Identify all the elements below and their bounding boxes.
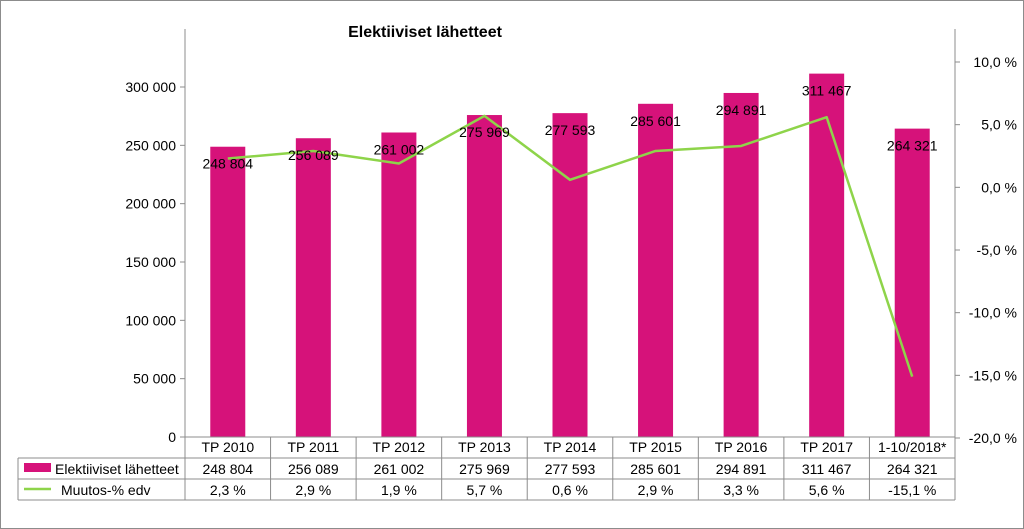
- bar-data-label: 277 593: [545, 122, 596, 138]
- right-tick-label: -20,0 %: [969, 430, 1017, 446]
- bar: [381, 132, 417, 437]
- category-label: TP 2017: [800, 439, 853, 455]
- bar-data-label: 311 467: [802, 83, 852, 99]
- legend-line-label: Muutos-% edv: [61, 482, 150, 498]
- table-change-value: 0,6 %: [552, 482, 588, 498]
- table-change-value: 2,9 %: [295, 482, 331, 498]
- table-change-value: 1,9 %: [381, 482, 417, 498]
- bar-data-label: 256 089: [288, 147, 339, 163]
- legend-bar-label: Elektiiviset lähetteet: [55, 461, 179, 477]
- table-bar-value: 294 891: [716, 461, 767, 477]
- right-tick-label: -15,0 %: [969, 367, 1017, 383]
- table-bar-value: 311 467: [802, 461, 852, 477]
- left-tick-label: 250 000: [125, 137, 176, 153]
- left-tick-label: 100 000: [125, 312, 176, 328]
- bar: [466, 115, 502, 437]
- table-bar-value: 256 089: [288, 461, 339, 477]
- right-tick-label: 5,0 %: [981, 117, 1017, 133]
- bar: [210, 146, 246, 437]
- category-label: TP 2015: [629, 439, 682, 455]
- left-tick-label: 150 000: [125, 254, 176, 270]
- category-label: 1-10/2018*: [878, 439, 947, 455]
- left-tick-label: 0: [168, 429, 176, 445]
- table-change-value: 5,7 %: [467, 482, 503, 498]
- bar: [552, 113, 588, 437]
- table-bar-value: 264 321: [887, 461, 938, 477]
- right-tick-label: -5,0 %: [977, 242, 1017, 258]
- table-change-value: 5,6 %: [809, 482, 845, 498]
- table-bar-value: 261 002: [374, 461, 425, 477]
- bar-data-label: 275 969: [459, 124, 510, 140]
- table-bar-value: 275 969: [459, 461, 510, 477]
- category-label: TP 2013: [458, 439, 511, 455]
- bar-data-label: 248 804: [202, 156, 253, 172]
- right-tick-label: 0,0 %: [981, 179, 1017, 195]
- table-bar-value: 248 804: [202, 461, 253, 477]
- category-label: TP 2016: [715, 439, 768, 455]
- left-tick-label: 200 000: [125, 196, 176, 212]
- left-tick-label: 50 000: [133, 371, 176, 387]
- bar-data-label: 261 002: [374, 141, 425, 157]
- legend-bar-swatch: [24, 463, 51, 472]
- bar-data-label: 285 601: [630, 113, 681, 129]
- table-change-value: 3,3 %: [723, 482, 759, 498]
- bar-data-label: 264 321: [887, 138, 938, 154]
- table-change-value: 2,9 %: [638, 482, 674, 498]
- table-bar-value: 285 601: [630, 461, 681, 477]
- right-tick-label: -10,0 %: [969, 305, 1017, 321]
- bar: [894, 128, 930, 438]
- category-label: TP 2011: [288, 439, 340, 455]
- left-tick-label: 300 000: [125, 79, 176, 95]
- chart-title: Elektiiviset lähetteet: [348, 24, 503, 41]
- category-label: TP 2012: [373, 439, 426, 455]
- bar: [638, 103, 674, 438]
- change-percent-line: [227, 114, 914, 377]
- bar: [723, 92, 759, 437]
- bar: [809, 73, 845, 438]
- right-tick-label: 10,0 %: [973, 54, 1017, 70]
- category-label: TP 2010: [201, 439, 254, 455]
- table-change-value: 2,3 %: [210, 482, 246, 498]
- bar: [295, 138, 331, 438]
- table-bar-value: 277 593: [545, 461, 596, 477]
- table-change-value: -15,1 %: [888, 482, 936, 498]
- bar-data-label: 294 891: [716, 102, 767, 118]
- category-label: TP 2014: [544, 439, 597, 455]
